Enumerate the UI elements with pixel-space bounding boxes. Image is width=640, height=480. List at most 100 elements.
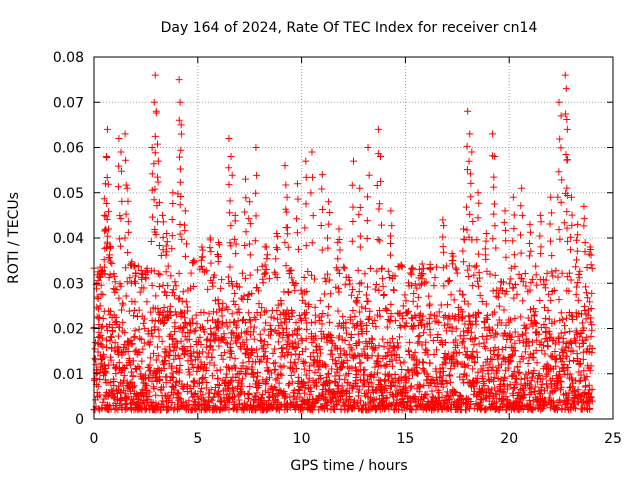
- data-point: [120, 386, 128, 394]
- data-point: [583, 373, 591, 381]
- data-point: [123, 184, 131, 192]
- data-point: [568, 221, 576, 229]
- data-point: [285, 380, 293, 388]
- data-point: [567, 340, 575, 348]
- data-point: [578, 319, 586, 327]
- data-point: [215, 342, 223, 350]
- data-point: [151, 71, 159, 79]
- data-point: [307, 319, 315, 327]
- data-point: [215, 381, 223, 389]
- data-point: [474, 368, 482, 376]
- data-point: [399, 302, 407, 310]
- data-point: [404, 307, 412, 315]
- data-point: [311, 318, 319, 326]
- data-point: [162, 357, 170, 365]
- data-point: [588, 397, 596, 405]
- data-point: [283, 208, 291, 216]
- data-point: [100, 256, 108, 264]
- data-point: [163, 292, 171, 300]
- data-point: [500, 389, 508, 397]
- data-point: [355, 211, 363, 219]
- data-point: [307, 189, 315, 197]
- data-point: [422, 345, 430, 353]
- data-point: [178, 297, 186, 305]
- data-point: [555, 168, 563, 176]
- data-point: [348, 286, 356, 294]
- data-point: [229, 388, 237, 396]
- data-point: [387, 240, 395, 248]
- data-point: [231, 289, 239, 297]
- data-point: [284, 243, 292, 251]
- data-point: [421, 279, 429, 287]
- data-point: [430, 351, 438, 359]
- data-point: [142, 405, 150, 413]
- data-point: [415, 338, 423, 346]
- y-tick-label: 0.04: [53, 231, 84, 247]
- data-point: [582, 315, 590, 323]
- data-point: [556, 235, 564, 243]
- data-point: [544, 342, 552, 350]
- data-point: [490, 210, 498, 218]
- data-point: [362, 291, 370, 299]
- data-point: [376, 237, 384, 245]
- data-point: [277, 296, 285, 304]
- data-point: [328, 398, 336, 406]
- data-point: [129, 383, 137, 391]
- data-point: [176, 366, 184, 374]
- data-point: [537, 250, 545, 258]
- data-point: [440, 248, 448, 256]
- data-point: [364, 283, 372, 291]
- data-point: [546, 404, 554, 412]
- data-point: [551, 340, 559, 348]
- data-point: [558, 269, 566, 277]
- data-point: [102, 336, 110, 344]
- data-point: [304, 267, 312, 275]
- data-point: [124, 393, 132, 401]
- data-point: [208, 353, 216, 361]
- data-point: [267, 313, 275, 321]
- data-point: [580, 367, 588, 375]
- data-point: [114, 350, 122, 358]
- data-point: [139, 345, 147, 353]
- data-point: [501, 207, 509, 215]
- data-point: [405, 374, 413, 382]
- data-point: [588, 385, 596, 393]
- data-point: [491, 308, 499, 316]
- data-point: [136, 364, 144, 372]
- data-point: [150, 196, 158, 204]
- data-point: [199, 391, 207, 399]
- data-point: [556, 368, 564, 376]
- data-point: [562, 343, 570, 351]
- data-point: [566, 327, 574, 335]
- y-tick-label: 0.01: [53, 367, 84, 383]
- data-point: [303, 326, 311, 334]
- data-point: [318, 389, 326, 397]
- data-point: [354, 266, 362, 274]
- data-point: [545, 315, 553, 323]
- data-point: [235, 283, 243, 291]
- data-point: [155, 241, 163, 249]
- data-point: [573, 283, 581, 291]
- data-point: [561, 322, 569, 330]
- data-point: [206, 244, 214, 252]
- data-point: [557, 112, 565, 120]
- data-point: [347, 291, 355, 299]
- data-point: [565, 344, 573, 352]
- data-point: [275, 379, 283, 387]
- data-point: [122, 210, 130, 218]
- data-point: [375, 286, 383, 294]
- data-point: [508, 333, 516, 341]
- data-point: [348, 364, 356, 372]
- data-point: [452, 389, 460, 397]
- data-point: [492, 329, 500, 337]
- data-point: [248, 345, 256, 353]
- data-point: [371, 344, 379, 352]
- data-point: [452, 336, 460, 344]
- data-point: [284, 381, 292, 389]
- x-axis-label: GPS time / hours: [290, 458, 407, 474]
- data-point: [321, 361, 329, 369]
- data-point: [151, 185, 159, 193]
- data-point: [573, 236, 581, 244]
- data-point: [159, 246, 167, 254]
- data-point: [489, 287, 497, 295]
